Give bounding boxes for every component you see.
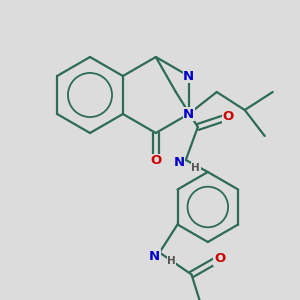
Text: N: N (173, 155, 184, 169)
Text: O: O (222, 110, 233, 124)
Text: H: H (191, 163, 200, 173)
Text: N: N (183, 70, 194, 83)
Text: H: H (191, 163, 200, 173)
Text: O: O (150, 154, 161, 167)
Text: N: N (173, 155, 184, 169)
Text: N: N (149, 250, 160, 263)
Text: O: O (214, 252, 225, 265)
Text: N: N (183, 107, 194, 121)
Text: H: H (167, 256, 176, 266)
